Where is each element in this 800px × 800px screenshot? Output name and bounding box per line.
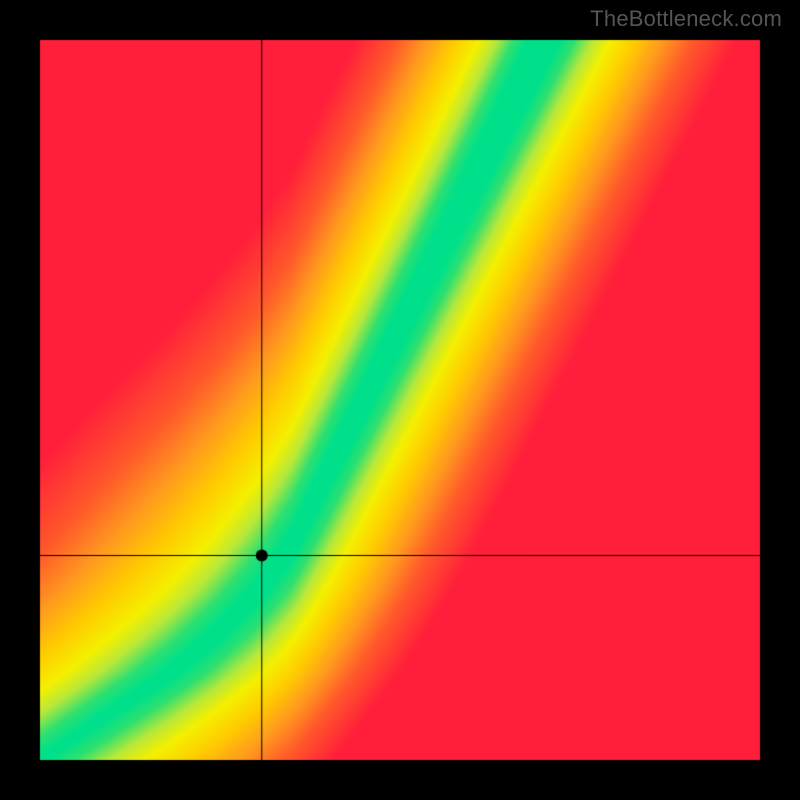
- watermark-text: TheBottleneck.com: [590, 6, 782, 32]
- heatmap-canvas: [0, 0, 800, 800]
- chart-container: TheBottleneck.com: [0, 0, 800, 800]
